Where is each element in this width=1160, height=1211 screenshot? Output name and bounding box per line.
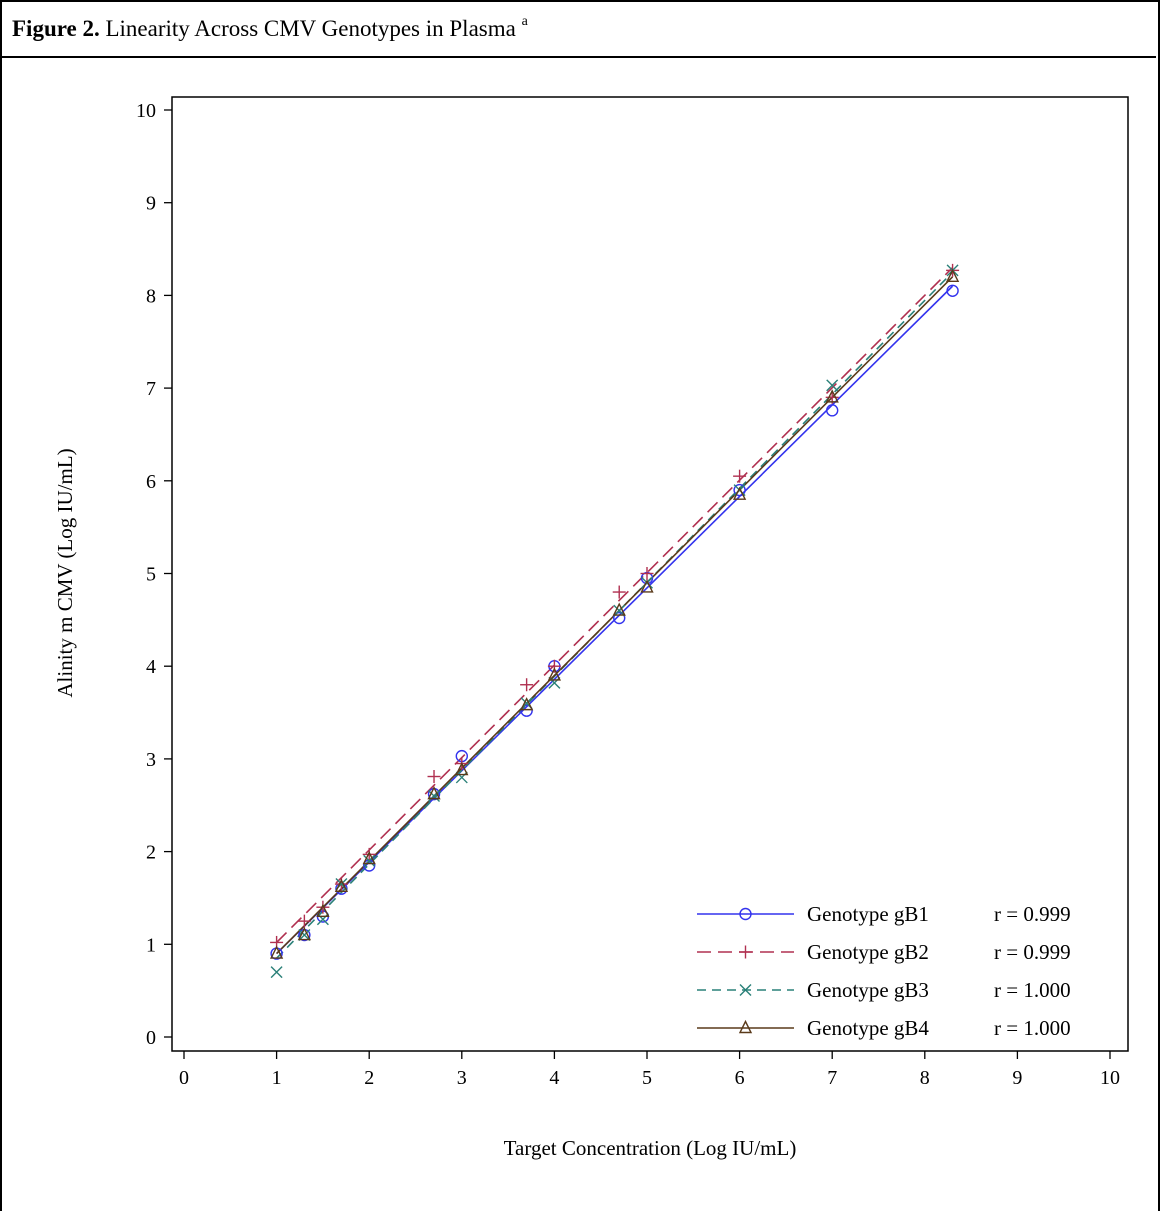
legend-r-value: r = 1.000	[994, 978, 1071, 1002]
data-point-genotype-gb3	[548, 676, 561, 689]
data-point-genotype-gb1	[613, 611, 626, 625]
data-point-genotype-gb3	[316, 913, 329, 926]
x-tick-label: 9	[1012, 1067, 1022, 1089]
y-tick-label: 6	[146, 471, 156, 493]
legend: Genotype gB1 r = 0.999 Genotype gB2 r = 0.9…	[697, 902, 1071, 1040]
data-point-genotype-gb1	[733, 483, 746, 497]
x-tick-label: 6	[735, 1067, 745, 1089]
legend-r-value: r = 0.999	[994, 940, 1071, 964]
y-tick-label: 8	[146, 285, 156, 307]
legend-series-name: Genotype gB2	[807, 940, 929, 964]
legend-marker-swatch	[738, 1019, 753, 1034]
data-point-genotype-gb4	[362, 850, 376, 865]
data-point-genotype-gb4	[334, 878, 349, 893]
legend-series-name: Genotype gB4	[807, 1016, 929, 1040]
data-point-genotype-gb2	[297, 914, 311, 928]
data-point-genotype-gb4	[455, 761, 469, 776]
data-point-genotype-gb4	[269, 945, 284, 959]
y-tick-label: 4	[146, 656, 156, 678]
x-tick-label: 8	[920, 1067, 930, 1089]
legend-marker-swatch	[739, 984, 752, 996]
data-point-genotype-gb4	[612, 602, 626, 616]
figure-footnote-marker: a	[521, 14, 528, 29]
y-tick-label: 7	[146, 378, 156, 400]
data-point-genotype-gb3	[363, 854, 376, 867]
y-tick-label: 0	[146, 1027, 156, 1049]
data-point-genotype-gb2	[640, 567, 654, 580]
figure-title: Linearity Across CMV Genotypes in Plasma	[99, 16, 522, 41]
data-point-genotype-gb3	[826, 379, 839, 392]
x-tick-label: 3	[457, 1067, 467, 1089]
data-point-genotype-gb4	[732, 486, 747, 500]
data-points	[269, 263, 960, 979]
data-point-genotype-gb2	[316, 900, 330, 914]
x-tick-label: 7	[827, 1067, 837, 1089]
legend-item: Genotype gB1 r = 0.999	[697, 902, 1071, 926]
data-point-genotype-gb3	[270, 966, 283, 979]
y-axis-title: Alinity m CMV (Log IU/mL)	[53, 448, 77, 697]
legend-marker-swatch	[739, 945, 752, 959]
data-point-genotype-gb4	[297, 926, 312, 941]
legend-item: Genotype gB2 r = 0.999	[697, 940, 1071, 964]
data-point-genotype-gb4	[825, 389, 839, 403]
x-tick-label: 0	[179, 1067, 189, 1089]
x-axis: 0 1 2 3 4 5 6 7 8 9 10	[179, 1051, 1120, 1089]
x-tick-label: 1	[272, 1067, 282, 1089]
x-tick-label: 4	[549, 1067, 559, 1089]
data-point-genotype-gb4	[945, 268, 960, 283]
x-tick-label: 5	[642, 1067, 652, 1089]
data-point-genotype-gb1	[520, 704, 533, 717]
y-tick-label: 10	[136, 100, 156, 122]
y-tick-label: 1	[146, 934, 156, 956]
data-point-genotype-gb2	[733, 469, 747, 483]
figure-caption: Figure 2. Linearity Across CMV Genotypes…	[0, 0, 1156, 58]
y-tick-label: 2	[146, 842, 156, 864]
data-point-genotype-gb3	[641, 576, 653, 589]
data-point-genotype-gb3	[428, 789, 441, 802]
legend-item: Genotype gB3 r = 1.000	[697, 978, 1071, 1002]
y-axis: 0 1 2 3 4 5 6 7 8 9 10	[136, 100, 172, 1049]
data-point-genotype-gb4	[547, 667, 562, 681]
data-point-genotype-gb4	[427, 786, 441, 800]
data-point-genotype-gb4	[640, 579, 654, 593]
data-point-genotype-gb1	[826, 404, 839, 417]
data-point-genotype-gb2	[362, 847, 376, 861]
data-point-genotype-gb4	[316, 903, 330, 918]
x-tick-label: 10	[1100, 1067, 1120, 1089]
figure-label: Figure 2.	[12, 16, 100, 41]
data-point-genotype-gb4	[519, 697, 534, 711]
fit-line-genotype-gb2	[276, 267, 954, 944]
legend-series-name: Genotype gB3	[807, 978, 929, 1002]
data-point-genotype-gb2	[520, 678, 534, 692]
data-point-genotype-gb1	[946, 284, 959, 297]
y-tick-label: 5	[146, 564, 156, 586]
data-point-genotype-gb2	[612, 585, 626, 599]
x-tick-label: 2	[364, 1067, 374, 1089]
data-point-genotype-gb3	[733, 484, 746, 497]
data-point-genotype-gb3	[455, 771, 468, 784]
legend-series-name: Genotype gB1	[807, 902, 929, 926]
legend-r-value: r = 1.000	[994, 1016, 1071, 1040]
legend-item: Genotype gB4 r = 1.000	[697, 1016, 1071, 1040]
y-tick-label: 9	[146, 193, 156, 215]
data-point-genotype-gb3	[298, 929, 311, 942]
data-point-genotype-gb3	[613, 604, 626, 617]
data-point-genotype-gb2	[427, 770, 441, 784]
x-axis-title: Target Concentration (Log IU/mL)	[504, 1136, 797, 1160]
legend-marker-swatch	[739, 907, 752, 921]
legend-r-value: r = 0.999	[994, 902, 1071, 926]
y-tick-label: 3	[146, 749, 156, 771]
